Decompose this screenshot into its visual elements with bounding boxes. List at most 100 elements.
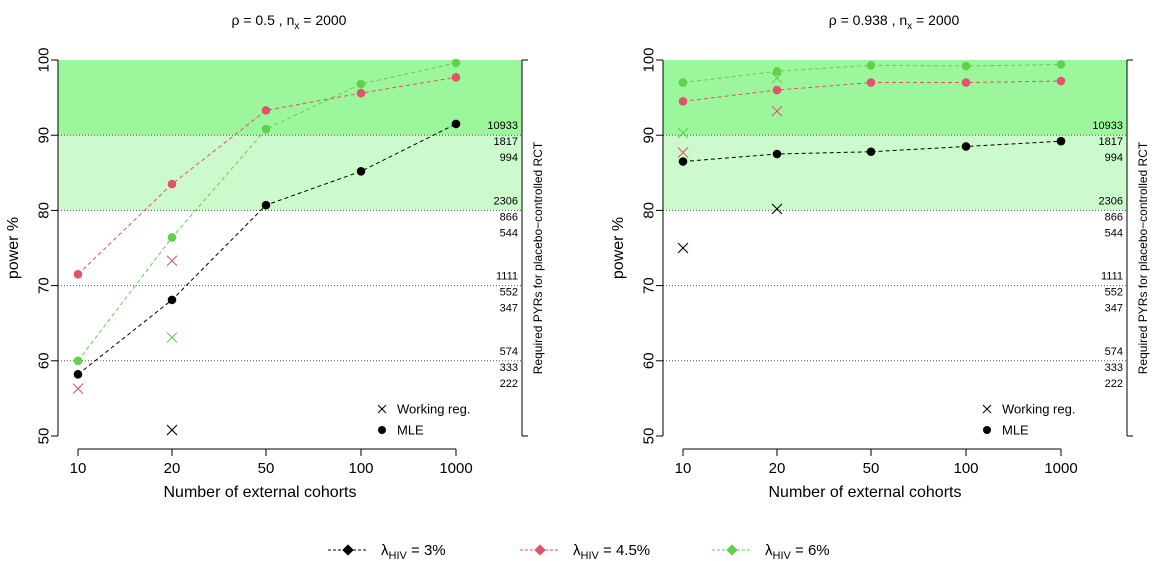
pyr-label: 994 bbox=[500, 152, 518, 164]
x-tick-label: 100 bbox=[953, 460, 978, 477]
working-reg-point bbox=[72, 383, 84, 395]
mle-point bbox=[261, 124, 271, 134]
cross-stroke bbox=[677, 147, 689, 158]
panel-1: 50 60 70 80 90 100 power % Required PYRs for pl… bbox=[5, 12, 545, 501]
y-tick-label: 90 bbox=[36, 127, 53, 144]
panel-title: ρ = 0.938 , nx = 2000 bbox=[829, 12, 960, 32]
cross-stroke bbox=[166, 332, 178, 343]
y-tick-label: 60 bbox=[36, 352, 53, 369]
mle-point bbox=[961, 78, 971, 87]
bottom-legend-item: λHIV = 4.5% bbox=[520, 542, 650, 561]
working-reg-point bbox=[677, 147, 689, 158]
right-axis-title: Required PYRs for placebo−controlled RCT bbox=[531, 141, 545, 374]
bottom-legend-item: λHIV = 6% bbox=[712, 542, 830, 561]
pyr-label: 552 bbox=[500, 287, 518, 299]
mle-point bbox=[678, 78, 688, 87]
legend-cross-icon bbox=[377, 404, 387, 414]
y-tick-label: 80 bbox=[36, 202, 53, 219]
y-axis-title: power % bbox=[610, 217, 627, 279]
legend-dot-icon bbox=[378, 426, 386, 434]
pyr-label: 552 bbox=[1105, 287, 1123, 299]
legend-dot-icon bbox=[983, 426, 991, 434]
panel-title: ρ = 0.5 , nx = 2000 bbox=[232, 12, 347, 32]
right-axis-title: Required PYRs for placebo−controlled RCT bbox=[1136, 141, 1150, 374]
mle-point bbox=[261, 200, 271, 210]
legend-label: MLE bbox=[397, 423, 424, 438]
pyr-label: 1111 bbox=[496, 271, 518, 283]
legend-label: Working reg. bbox=[1002, 402, 1075, 417]
y-axis-title: power % bbox=[5, 217, 22, 279]
working-reg-point bbox=[771, 105, 783, 117]
bottom-legend-item: λHIV = 3% bbox=[328, 542, 446, 561]
legend-label: λHIV = 4.5% bbox=[573, 542, 650, 561]
panel-2: 50 60 70 80 90 100 power % Required PYRs for pl… bbox=[610, 12, 1150, 501]
legend-label: MLE bbox=[1002, 423, 1029, 438]
pyr-label: 347 bbox=[1105, 303, 1123, 315]
series-line-2 bbox=[77, 76, 457, 275]
mle-point bbox=[451, 58, 461, 68]
x-tick-label: 1000 bbox=[1044, 460, 1077, 477]
cross-stroke bbox=[166, 424, 178, 436]
pyr-label: 347 bbox=[500, 303, 518, 315]
working-reg-point bbox=[677, 242, 689, 254]
cross-stroke bbox=[771, 105, 783, 117]
mle-point bbox=[73, 370, 83, 379]
mle-point bbox=[772, 66, 782, 76]
mle-point bbox=[73, 356, 83, 366]
cross-stroke bbox=[771, 72, 783, 84]
cross-stroke bbox=[677, 242, 689, 254]
x-tick-label: 50 bbox=[258, 460, 275, 477]
mle-point bbox=[961, 142, 971, 151]
y-tick-label: 50 bbox=[36, 428, 53, 445]
y-tick-label: 70 bbox=[641, 277, 658, 294]
mle-point bbox=[167, 179, 177, 189]
mle-point bbox=[261, 106, 271, 115]
cross-stroke bbox=[166, 255, 178, 267]
mle-point bbox=[167, 233, 177, 242]
pyr-label: 1817 bbox=[494, 136, 518, 148]
mle-point bbox=[356, 166, 366, 176]
pyr-label: 544 bbox=[500, 227, 518, 239]
mle-point bbox=[1056, 136, 1066, 146]
pyr-label: 222 bbox=[1105, 378, 1123, 390]
mle-point bbox=[866, 78, 876, 87]
working-reg-point bbox=[677, 127, 689, 139]
mle-point bbox=[678, 157, 688, 166]
series-line-3 bbox=[77, 62, 457, 362]
working-reg-point bbox=[166, 424, 178, 436]
pyr-label: 2306 bbox=[494, 195, 518, 207]
legend-diamond-icon bbox=[342, 544, 354, 556]
cross-stroke bbox=[72, 383, 84, 395]
x-tick-label: 20 bbox=[164, 460, 181, 477]
working-reg-point bbox=[771, 203, 783, 215]
y-tick-label: 80 bbox=[641, 202, 658, 219]
mle-point bbox=[356, 88, 366, 98]
y-tick-label: 50 bbox=[641, 428, 658, 445]
mle-point bbox=[678, 97, 688, 106]
x-axis-title: Number of external cohorts bbox=[769, 484, 962, 501]
pyr-label: 10933 bbox=[487, 120, 518, 132]
pyr-label: 574 bbox=[500, 346, 518, 358]
x-tick-label: 10 bbox=[675, 460, 692, 477]
mle-point bbox=[451, 72, 461, 82]
y-tick-label: 60 bbox=[641, 352, 658, 369]
mle-point bbox=[73, 270, 83, 279]
x-tick-label: 1000 bbox=[439, 460, 472, 477]
legend-label: Working reg. bbox=[397, 402, 470, 417]
working-reg-point bbox=[771, 72, 783, 84]
cross-stroke bbox=[771, 203, 783, 215]
pyr-label: 574 bbox=[1105, 346, 1123, 358]
mle-point bbox=[772, 149, 782, 159]
series-line-3 bbox=[682, 64, 1062, 84]
mle-point bbox=[1056, 60, 1066, 69]
mle-point bbox=[772, 85, 782, 95]
pyr-label: 10933 bbox=[1092, 120, 1123, 132]
mle-point bbox=[167, 295, 177, 305]
series-line-1 bbox=[682, 140, 1062, 163]
legend-label: λHIV = 3% bbox=[381, 542, 446, 561]
pyr-label: 866 bbox=[500, 211, 518, 223]
mle-point bbox=[451, 119, 461, 129]
y-tick-label: 100 bbox=[641, 47, 658, 72]
pyr-label: 866 bbox=[1105, 211, 1123, 223]
